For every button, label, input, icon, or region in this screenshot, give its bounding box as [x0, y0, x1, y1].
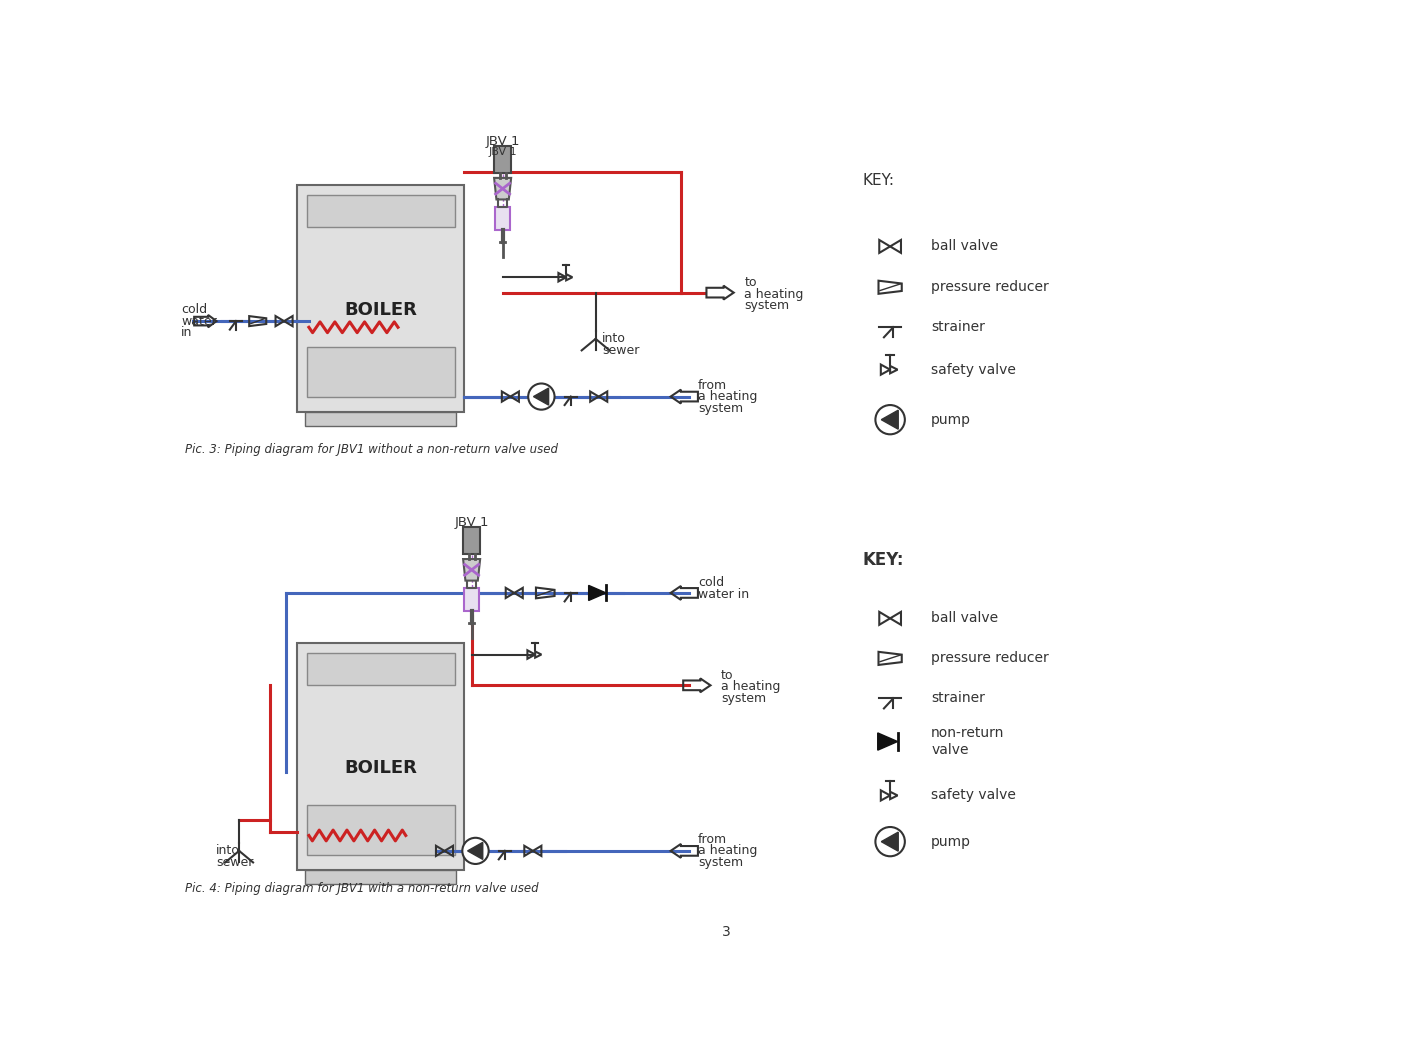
- Text: strainer: strainer: [931, 692, 985, 705]
- Text: system: system: [699, 401, 743, 415]
- Text: water: water: [181, 315, 217, 327]
- Text: to: to: [721, 669, 734, 682]
- Text: pump: pump: [931, 834, 971, 848]
- Text: JBV 1: JBV 1: [486, 134, 520, 148]
- Text: ball valve: ball valve: [931, 611, 999, 626]
- Bar: [298, 185, 463, 412]
- Text: JBV 1: JBV 1: [455, 516, 489, 528]
- Text: pump: pump: [931, 413, 971, 427]
- Bar: [298, 643, 463, 870]
- Text: strainer: strainer: [931, 320, 985, 335]
- Bar: [495, 208, 510, 230]
- Text: system: system: [744, 300, 789, 312]
- Polygon shape: [588, 586, 606, 600]
- Text: sewer: sewer: [215, 856, 254, 869]
- Text: cold: cold: [699, 576, 724, 590]
- Text: pressure reducer: pressure reducer: [931, 651, 1049, 665]
- Circle shape: [876, 827, 905, 857]
- Bar: [306, 653, 455, 685]
- Polygon shape: [533, 388, 548, 406]
- Bar: [306, 346, 455, 396]
- Polygon shape: [468, 842, 483, 860]
- Polygon shape: [881, 410, 898, 429]
- Bar: [495, 146, 512, 174]
- Text: into: into: [602, 333, 626, 345]
- Text: a heating: a heating: [699, 390, 757, 403]
- Polygon shape: [881, 832, 898, 851]
- Text: Pic. 3: Piping diagram for JBV1 without a non-return valve used: Pic. 3: Piping diagram for JBV1 without …: [184, 443, 558, 455]
- Polygon shape: [495, 178, 512, 199]
- Bar: [306, 805, 455, 855]
- Text: in: in: [181, 326, 193, 339]
- Text: 3: 3: [721, 925, 730, 938]
- Text: from: from: [699, 832, 727, 846]
- Circle shape: [876, 405, 905, 434]
- Text: into: into: [215, 844, 239, 858]
- Bar: [305, 870, 456, 884]
- Polygon shape: [877, 733, 897, 750]
- Text: cold: cold: [181, 303, 207, 316]
- Text: non-return
valve: non-return valve: [931, 726, 1005, 756]
- Text: pressure reducer: pressure reducer: [931, 281, 1049, 294]
- Text: ball valve: ball valve: [931, 239, 999, 253]
- Text: from: from: [699, 378, 727, 392]
- Bar: [463, 589, 479, 611]
- Circle shape: [529, 383, 554, 410]
- Bar: [306, 195, 455, 228]
- Text: Pic. 4: Piping diagram for JBV1 with a non-return valve used: Pic. 4: Piping diagram for JBV1 with a n…: [184, 882, 538, 895]
- Text: safety valve: safety valve: [931, 362, 1016, 377]
- Text: KEY:: KEY:: [863, 551, 904, 569]
- Text: a heating: a heating: [744, 288, 803, 301]
- Text: KEY:: KEY:: [863, 174, 896, 189]
- Polygon shape: [463, 559, 480, 580]
- Text: a heating: a heating: [721, 680, 781, 694]
- Text: JBV 1: JBV 1: [489, 147, 517, 157]
- Text: to: to: [744, 276, 757, 289]
- Text: safety valve: safety valve: [931, 789, 1016, 803]
- Text: BOILER: BOILER: [344, 759, 417, 777]
- Text: a heating: a heating: [699, 844, 757, 858]
- Bar: [463, 527, 480, 555]
- Text: system: system: [699, 856, 743, 869]
- Text: BOILER: BOILER: [344, 301, 417, 319]
- Text: system: system: [721, 692, 767, 705]
- Text: sewer: sewer: [602, 344, 639, 357]
- Circle shape: [462, 838, 489, 864]
- Text: water in: water in: [699, 588, 750, 600]
- Bar: [305, 412, 456, 426]
